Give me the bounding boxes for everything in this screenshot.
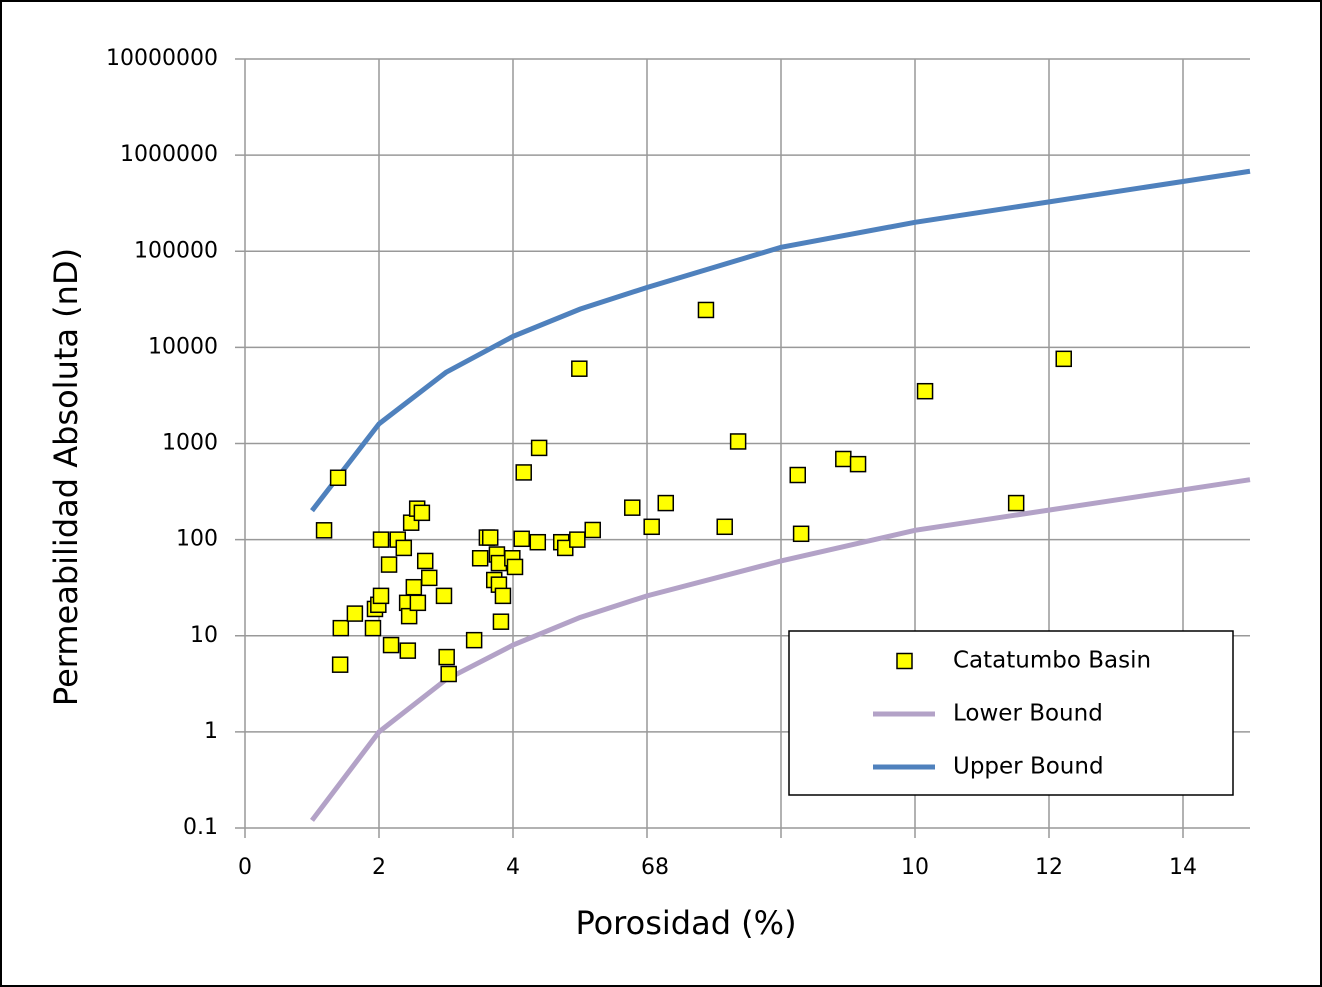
scatter-point: [697, 301, 715, 319]
scatter-point: [515, 464, 532, 481]
scatter-point: [471, 550, 489, 567]
x-tick-label: 0: [238, 855, 252, 880]
legend-label: Upper Bound: [953, 754, 1104, 780]
scatter-point: [792, 525, 810, 543]
scatter-point: [438, 648, 455, 666]
scatter-point: [400, 607, 418, 625]
scatter-point: [409, 594, 427, 612]
scatter-point: [494, 587, 512, 605]
y-tick-label: 1000: [162, 431, 218, 456]
scatter-point: [372, 587, 390, 605]
scatter-point: [481, 529, 499, 546]
y-tick-label: 100: [176, 527, 218, 552]
x-tick-label: 12: [1035, 855, 1063, 880]
y-tick-label: 10000000: [106, 46, 218, 71]
legend-box: [788, 630, 1234, 796]
scatter-point: [643, 518, 660, 536]
scatter-point: [530, 439, 548, 457]
scatter-point: [789, 466, 806, 484]
scatter-point: [364, 619, 382, 637]
scatter-point: [716, 518, 733, 536]
legend-label: Catatumbo Basin: [953, 648, 1151, 674]
legend-label: Lower Bound: [953, 701, 1103, 727]
scatter-point: [416, 552, 434, 570]
x-tick-label: 10: [901, 855, 929, 880]
x-tick-label: 4: [506, 855, 520, 880]
scatter-point: [849, 455, 867, 473]
x-tick-label: 2: [372, 855, 386, 880]
x-tick-label: 14: [1169, 855, 1197, 880]
scatter-point: [315, 522, 333, 539]
legend-marker: [896, 652, 913, 670]
scatter-point: [569, 531, 586, 548]
scatter-point: [405, 578, 423, 596]
y-tick-label: 100000: [134, 238, 218, 263]
scatter-point: [729, 433, 747, 450]
scatter-point: [399, 642, 417, 659]
scatter-point: [835, 450, 852, 468]
scatter-point: [465, 631, 483, 649]
scatter-point: [380, 556, 398, 573]
scatter-point: [331, 656, 349, 673]
legend: Catatumbo Basin Lower Bound Upper Bound: [873, 648, 1151, 780]
scatter-point: [329, 469, 347, 487]
scatter-point: [571, 360, 588, 377]
grid: 0.1 1 10 100 1000 10000 100000 1000000 10000000 0…: [106, 46, 1250, 880]
scatter-point: [916, 382, 934, 400]
y-tick-label: 10: [190, 623, 218, 648]
scatter-point: [413, 504, 431, 522]
y-tick-label: 10000: [148, 334, 218, 359]
scatter-point: [372, 531, 390, 548]
scatter-point: [506, 558, 524, 576]
scatter-point: [395, 539, 413, 557]
scatter-point: [1055, 350, 1072, 368]
scatter-point: [492, 613, 510, 630]
scatter-point: [513, 530, 530, 548]
line-series: [310, 168, 1251, 513]
scatter-point: [382, 636, 400, 654]
scatter-point: [529, 533, 547, 551]
scatter-point: [440, 665, 457, 683]
scatter-point: [584, 521, 601, 539]
scatter-point: [624, 499, 641, 516]
y-tick-label: 1000000: [120, 142, 218, 167]
scatter-point: [421, 569, 438, 587]
y-axis-title: Permeabilidad Absoluta (nD): [47, 248, 85, 706]
y-tick-label: 0.1: [183, 815, 218, 840]
line-series: [310, 477, 1251, 822]
scatter-point: [1007, 494, 1025, 512]
plot-area: [310, 168, 1251, 822]
scatter-point: [557, 539, 574, 557]
scatter-point: [435, 587, 453, 605]
x-tick-label: 68: [641, 855, 669, 880]
scatter-point: [657, 494, 675, 512]
scatter-point: [332, 619, 350, 637]
x-axis-title: Porosidad (%): [575, 904, 796, 942]
y-tick-label: 1: [204, 719, 218, 744]
scatter-point: [346, 605, 364, 622]
